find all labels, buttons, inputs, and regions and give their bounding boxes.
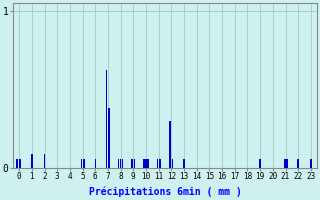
Bar xyxy=(120,159,121,168)
Bar xyxy=(310,159,312,168)
Bar xyxy=(172,159,173,168)
Bar xyxy=(81,159,82,168)
Bar xyxy=(147,159,149,168)
Bar xyxy=(108,108,110,168)
Bar xyxy=(286,159,288,168)
Bar xyxy=(19,159,20,168)
Bar xyxy=(83,159,84,168)
Bar xyxy=(122,159,123,168)
Bar xyxy=(183,159,185,168)
Bar xyxy=(31,154,33,168)
Bar xyxy=(159,159,161,168)
Bar xyxy=(143,159,145,168)
Bar xyxy=(169,121,171,168)
Bar xyxy=(94,159,96,168)
Bar xyxy=(284,159,286,168)
Bar xyxy=(157,159,158,168)
Bar xyxy=(17,159,18,168)
Bar xyxy=(260,159,261,168)
Bar xyxy=(145,159,147,168)
Bar xyxy=(44,154,45,168)
Bar xyxy=(106,70,108,168)
Bar xyxy=(134,159,135,168)
X-axis label: Précipitations 6min ( mm ): Précipitations 6min ( mm ) xyxy=(89,187,241,197)
Bar xyxy=(118,159,119,168)
Bar xyxy=(131,159,133,168)
Bar xyxy=(297,159,299,168)
